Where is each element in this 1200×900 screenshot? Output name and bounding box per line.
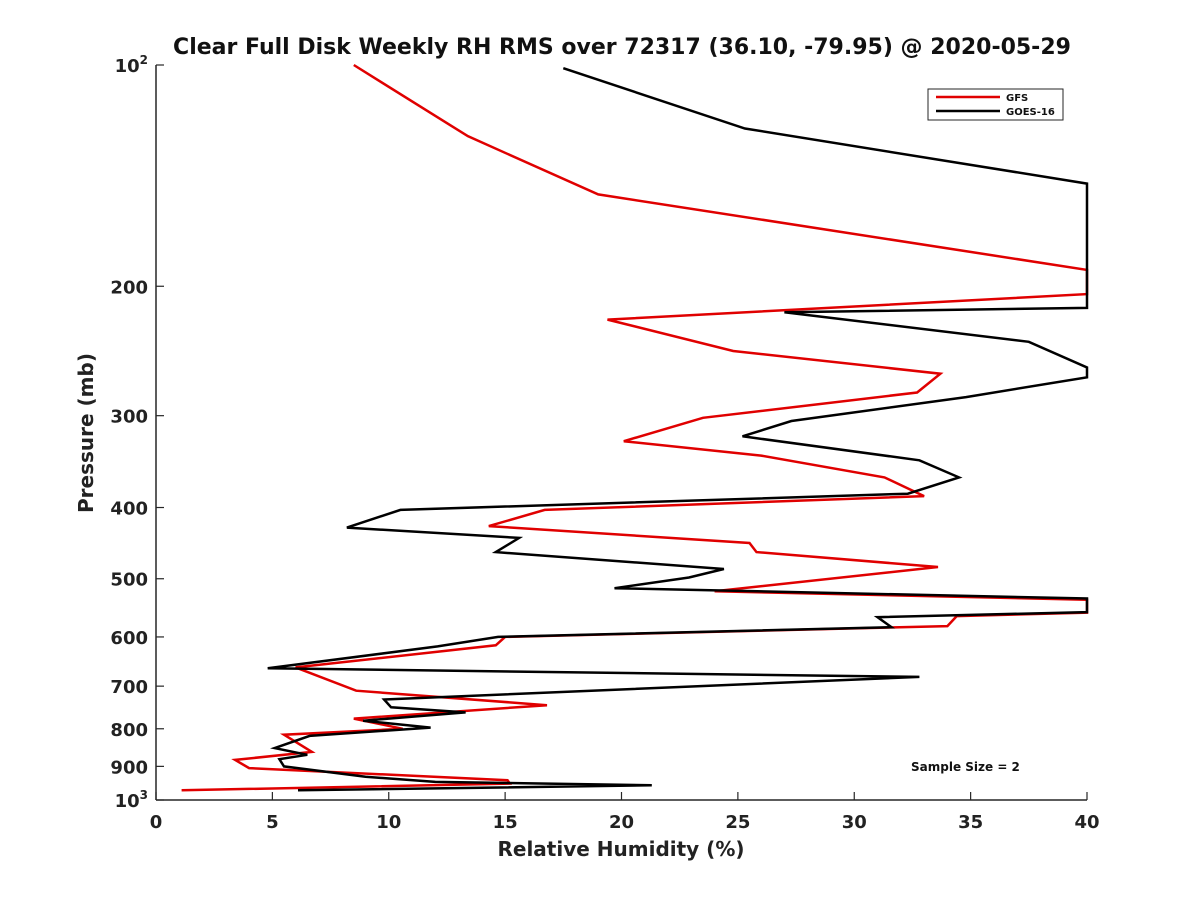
y-tick-label: 700 [110,677,148,698]
x-tick-label: 35 [958,812,983,833]
x-tick-label: 40 [1074,812,1099,833]
y-axis-ticks: 102 200 300 400 500 600 700 800 900 103 [110,53,164,812]
y-tick-label: 400 [110,499,148,520]
legend-label-gfs: GFS [1006,93,1028,104]
y-tick-label: 300 [110,407,148,428]
chart-title: Clear Full Disk Weekly RH RMS over 72317… [173,35,1071,60]
y-tick-label: 200 [110,277,148,298]
x-axis-ticks: 0 5 10 15 20 25 30 35 40 [150,792,1100,833]
series-line-gfs [181,63,1089,792]
x-tick-label: 20 [609,812,634,833]
x-tick-label: 5 [266,812,279,833]
legend-box [927,88,1064,121]
y-tick-label: 800 [110,720,148,741]
sample-size-note: Sample Size = 2 [911,760,1020,774]
y-tick-label: 500 [110,570,148,591]
legend-label-goes16: GOES-16 [1006,107,1055,118]
x-tick-label: 0 [150,812,163,833]
legend: GFS GOES-16 [927,88,1064,121]
x-tick-label: 25 [725,812,750,833]
x-axis-label: Relative Humidity (%) [497,837,744,861]
series-layer [181,63,1089,792]
x-tick-label: 15 [493,812,518,833]
x-tick-label: 30 [842,812,867,833]
y-tick-label: 103 [115,788,148,812]
y-axis-label: Pressure (mb) [74,353,98,513]
series-line-goes16 [267,67,1089,792]
y-tick-label: 600 [110,628,148,649]
x-tick-label: 10 [376,812,401,833]
y-tick-label: 102 [115,53,148,77]
y-tick-label: 900 [110,757,148,778]
